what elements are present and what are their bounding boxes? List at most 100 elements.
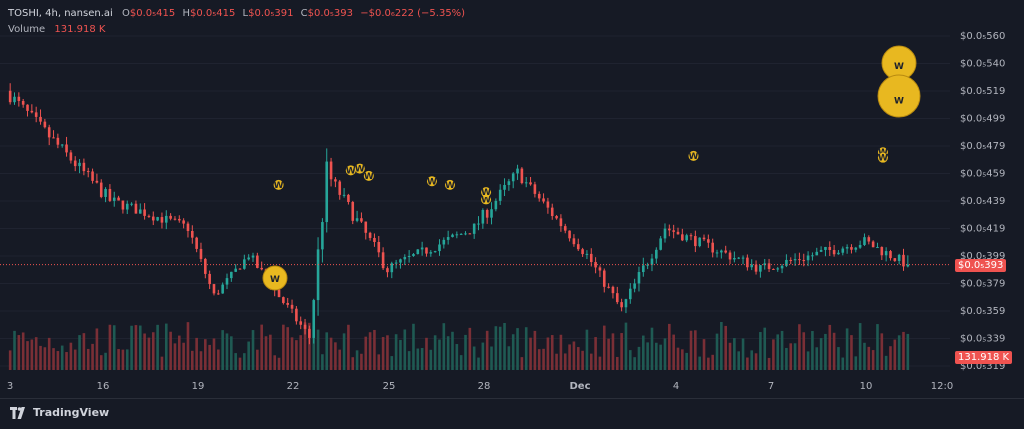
volume-bar xyxy=(763,327,767,370)
volume-bar xyxy=(819,338,823,370)
candle-body xyxy=(121,200,125,210)
volume-bar xyxy=(642,335,645,370)
x-axis-tick-label: 28 xyxy=(478,381,491,392)
volume-bar xyxy=(191,350,194,370)
volume-bar xyxy=(368,332,372,370)
candle-body xyxy=(39,116,42,122)
volume-bar xyxy=(329,337,333,370)
volume-bar xyxy=(225,333,229,370)
chart-area[interactable]: $0.0₅560 $0.0₅540 $0.0₅519 $0.0₅499 $0.0₅479… xyxy=(0,0,1024,398)
candle-body xyxy=(108,188,112,201)
volume-bar xyxy=(373,329,376,370)
volume-bar xyxy=(594,337,597,370)
volume-bar xyxy=(871,350,875,370)
candle-body xyxy=(186,223,190,232)
candle-body xyxy=(95,180,99,183)
event-marker-label: W xyxy=(270,275,280,285)
y-axis-tick-label: $0.0₅499 xyxy=(960,114,1005,125)
volume-bar xyxy=(494,326,498,370)
candle-body xyxy=(199,248,203,259)
volume-bar xyxy=(490,346,493,370)
volume-bar xyxy=(572,341,576,370)
candle-body xyxy=(394,262,398,264)
volume-bar xyxy=(321,354,324,370)
candle-body xyxy=(399,259,402,263)
volume-bar xyxy=(754,353,758,370)
x-axis-tick-label: 22 xyxy=(287,381,300,392)
volume-bar xyxy=(112,325,116,370)
candle-body xyxy=(225,278,229,285)
volume-bar xyxy=(811,331,814,370)
candle-body xyxy=(8,90,12,103)
volume-bar xyxy=(399,339,402,370)
candle-body xyxy=(26,104,29,111)
volume-bar xyxy=(351,357,355,370)
candle-body xyxy=(377,242,381,253)
candle-body xyxy=(477,223,480,225)
candle-body xyxy=(642,265,645,273)
volume-bar xyxy=(511,334,515,370)
candle-body xyxy=(299,321,303,325)
volume-bar xyxy=(381,337,385,370)
candle-body xyxy=(798,259,801,261)
candle-body xyxy=(308,328,311,338)
volume-bar xyxy=(767,357,771,370)
candle-body xyxy=(537,193,541,199)
volume-bar xyxy=(264,336,268,370)
candle-body xyxy=(897,254,901,261)
candlestick-chart[interactable]: $0.0₅560 $0.0₅540 $0.0₅519 $0.0₅499 $0.0₅479… xyxy=(0,0,1024,398)
candle-body xyxy=(204,258,207,274)
volume-bar xyxy=(546,337,550,370)
y-axis-tick-label: $0.0₅339 xyxy=(960,334,1005,345)
candle-body xyxy=(351,201,355,221)
candle-body xyxy=(858,244,862,248)
candle-body xyxy=(217,293,220,295)
y-axis-tick-label: $0.0₅419 xyxy=(960,224,1005,235)
candle-body xyxy=(151,216,155,221)
volume-bar xyxy=(746,357,749,370)
candle-body xyxy=(78,162,81,167)
volume-bar xyxy=(234,353,237,370)
candle-body xyxy=(130,203,133,205)
legend-ohlc-row: TOSHI, 4h, nansen.ai O$0.0₅415 H$0.0₅415… xyxy=(8,6,465,22)
candle-body xyxy=(234,268,237,272)
candle-body xyxy=(533,184,537,194)
y-axis-tick-label: $0.0₅319 xyxy=(960,361,1005,372)
volume-bar xyxy=(472,346,476,370)
volume-bar xyxy=(151,332,155,370)
volume-bar xyxy=(676,347,680,370)
volume-bar xyxy=(563,353,567,370)
y-axis-tick-label: $0.0₅439 xyxy=(960,196,1005,207)
volume-bar xyxy=(420,347,424,370)
volume-bar xyxy=(850,335,853,370)
tradingview-logo[interactable]: TradingView xyxy=(10,406,109,419)
volume-bar xyxy=(69,342,73,370)
candle-body xyxy=(355,218,359,221)
candle-body xyxy=(60,144,64,146)
candle-body xyxy=(589,253,593,263)
candle-body xyxy=(780,265,784,269)
volume-bar xyxy=(160,356,164,370)
candle-body xyxy=(169,215,172,219)
candle-body xyxy=(759,265,762,272)
volume-bar xyxy=(533,330,537,370)
volume-bar xyxy=(117,349,120,370)
candle-body xyxy=(325,161,329,223)
volume-bar xyxy=(759,332,762,370)
candle-body xyxy=(494,200,498,210)
candle-body xyxy=(277,289,281,298)
volume-bar xyxy=(34,337,38,370)
candle-body xyxy=(867,237,871,242)
volume-bar xyxy=(798,324,801,370)
candle-body xyxy=(368,232,372,238)
volume-bar xyxy=(516,328,519,370)
volume-bar xyxy=(893,339,897,370)
volume-bar xyxy=(26,341,29,370)
candle-body xyxy=(420,247,424,250)
event-marker xyxy=(262,265,288,291)
candle-body xyxy=(156,217,159,221)
volume-bar xyxy=(858,323,862,370)
candle-body xyxy=(407,256,411,258)
event-marker-label: W xyxy=(346,166,356,176)
candle-body xyxy=(73,160,77,167)
